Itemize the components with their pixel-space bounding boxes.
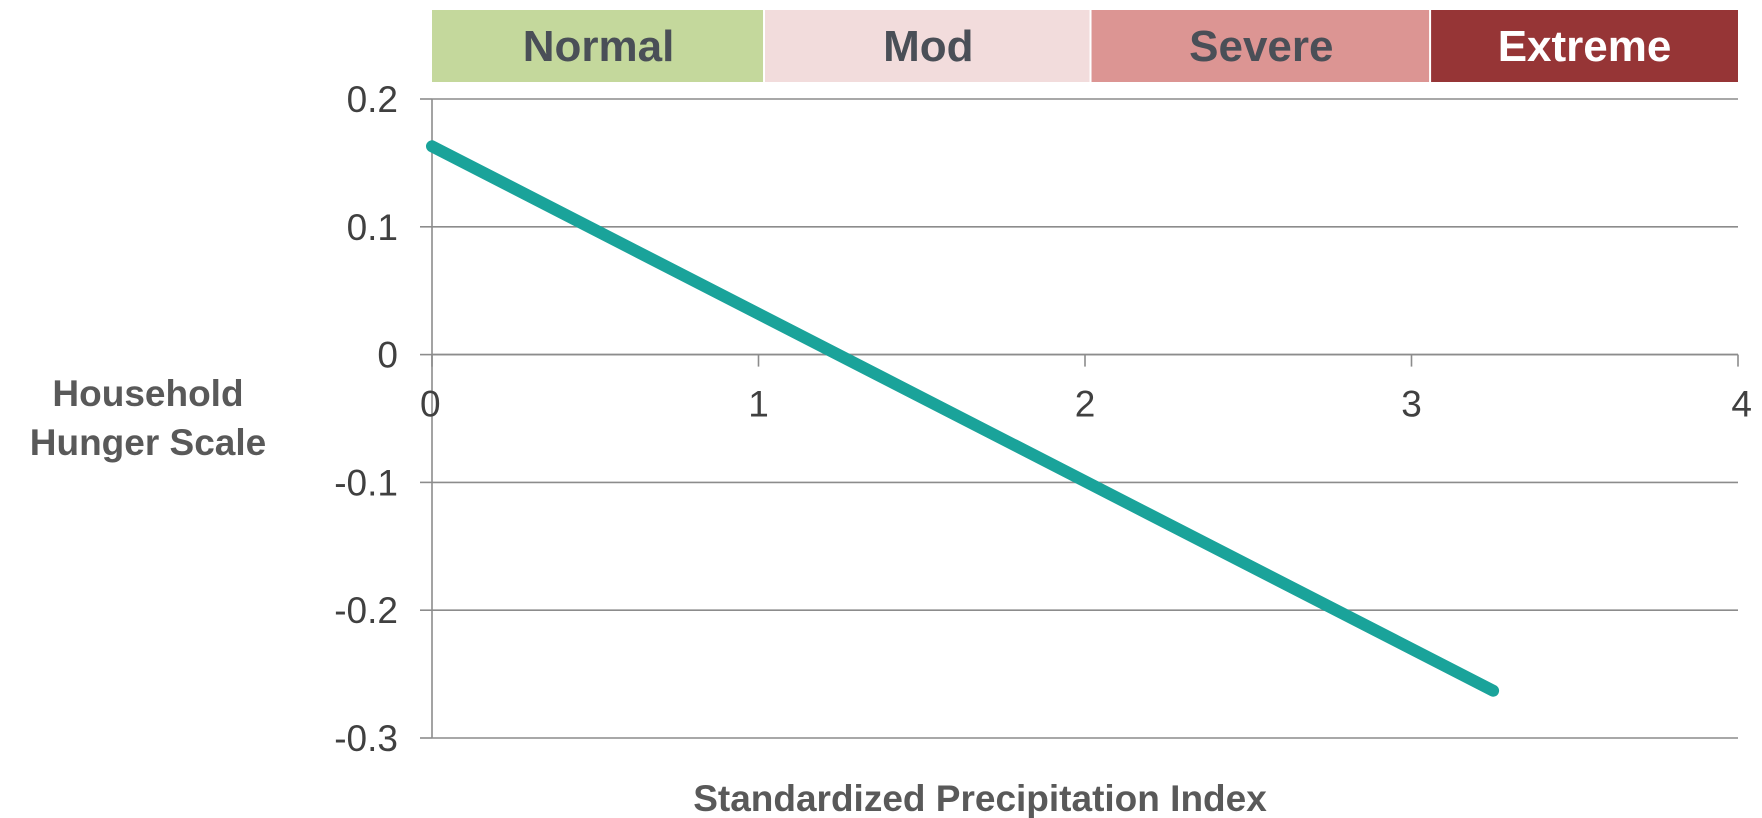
x-axis-title: Standardized Precipitation Index [693,778,1267,818]
x-tick-label: 2 [1075,384,1096,425]
x-tick-label: 1 [748,384,769,425]
band-mod [765,10,1090,82]
band-label-severe: Severe [1189,22,1333,71]
y-tick-label: -0.3 [334,718,398,759]
category-bands: Normal Mod Severe Extreme [432,10,1738,82]
y-tick-label: 0 [377,335,398,376]
band-extreme [1431,10,1738,82]
axes [420,98,1739,739]
band-normal [432,10,764,82]
y-tick-label: -0.2 [334,590,398,631]
series-layer [426,140,1500,697]
y-tick-label: 0.2 [347,79,398,120]
y-tick-label: -0.1 [334,462,398,503]
band-label-normal: Normal [523,22,675,71]
y-axis-title-line-2: Hunger Scale [30,422,266,463]
y-tick-label: 0.1 [347,207,398,248]
series-line-1 [426,140,1500,697]
band-label-mod: Mod [883,22,973,71]
y-axis-title-line-1: Household [52,373,243,414]
x-tick-label: 4 [1731,384,1752,425]
x-tick-label: 0 [420,384,441,425]
x-tick-label: 3 [1401,384,1422,425]
band-label-extreme: Extreme [1498,22,1672,71]
tick-labels: 0.2 0.1 0 -0.1 -0.2 -0.3 0 1 2 3 4 [334,79,1752,759]
band-severe [1091,10,1430,82]
